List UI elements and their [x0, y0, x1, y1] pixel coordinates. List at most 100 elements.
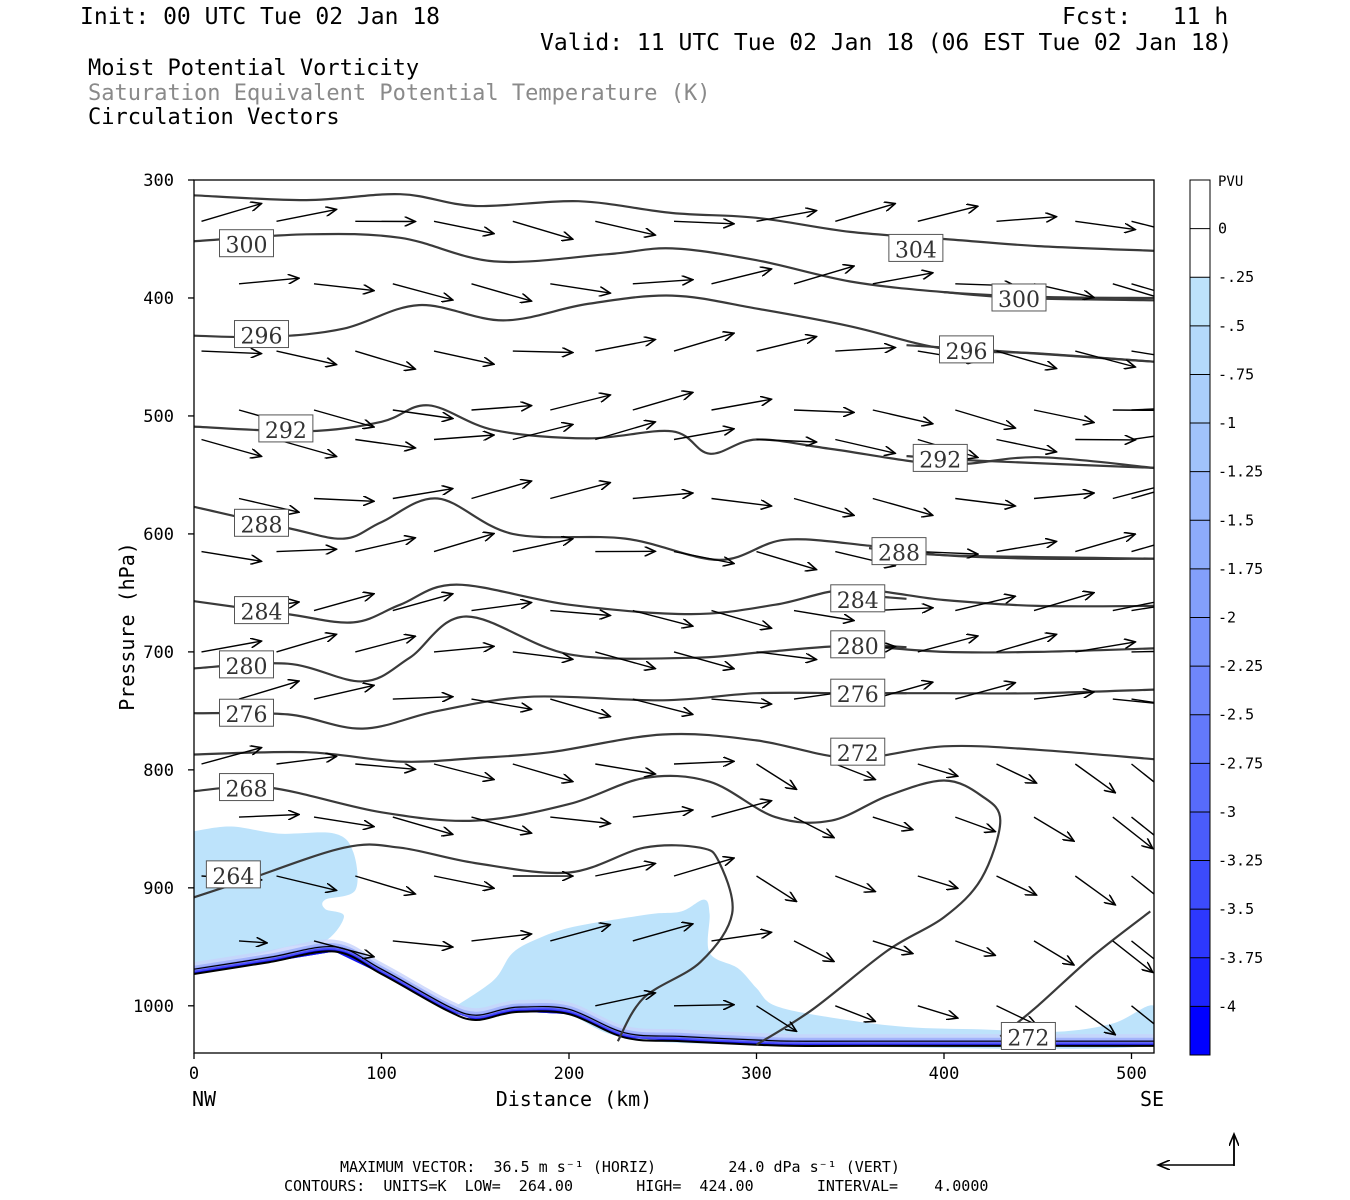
circulation-vector: [1112, 940, 1153, 973]
circulation-vector: [1131, 491, 1154, 500]
contour-label-272: 272: [830, 737, 886, 767]
circulation-vector: [313, 685, 374, 700]
y-tick-label: 500: [143, 407, 174, 427]
colorbar-swatch: [1190, 520, 1210, 570]
circulation-vector: [550, 816, 610, 823]
circulation-vector: [756, 211, 817, 222]
circulation-vector: [1075, 220, 1135, 229]
colorbar-label: -3.25: [1218, 852, 1263, 870]
circulation-vector: [1074, 1005, 1115, 1035]
circulation-vector: [835, 875, 875, 892]
circulation-vector: [1131, 350, 1154, 356]
colorbar-swatch: [1190, 325, 1210, 375]
x-axis-label: Distance (km): [496, 1087, 653, 1111]
circulation-vector: [793, 816, 834, 838]
contour-label-264: 264: [205, 860, 261, 890]
circulation-vector: [313, 940, 374, 957]
circulation-vector: [632, 810, 693, 818]
circulation-vector: [996, 875, 1037, 895]
circulation-vector: [355, 636, 415, 653]
circulation-vector: [238, 815, 299, 818]
circulation-vector: [673, 550, 734, 564]
circulation-vector: [512, 763, 573, 782]
contour-label-text: 272: [1007, 1026, 1049, 1051]
x-axis-left-end: NW: [192, 1087, 217, 1111]
pv-region-1: [456, 899, 1154, 1049]
circulation-vector: [835, 204, 895, 222]
colorbar-swatch: [1190, 1006, 1210, 1056]
contour-label-292: 292: [258, 414, 314, 444]
circulation-vector: [955, 683, 1015, 700]
circulation-vector: [835, 348, 895, 352]
colorbar-label: -3.5: [1218, 900, 1254, 918]
y-tick-label: 400: [143, 289, 174, 309]
contour-label-text: 284: [837, 589, 879, 614]
theta-contour-284: [194, 583, 1154, 624]
y-tick-label: 300: [143, 171, 174, 191]
circulation-vector: [793, 266, 854, 285]
circulation-vector: [793, 497, 854, 516]
circulation-vector: [996, 350, 1057, 368]
circulation-vector: [1131, 606, 1154, 612]
colorbar-swatch: [1190, 957, 1210, 1007]
circulation-vector: [595, 993, 655, 1007]
circulation-vector: [471, 698, 532, 709]
circulation-vector: [917, 552, 978, 555]
circulation-vector: [1033, 692, 1094, 700]
colorbar-label: -1: [1218, 414, 1236, 432]
colorbar-swatch: [1190, 180, 1210, 230]
circulation-vector: [313, 283, 374, 291]
contour-label-text: 264: [212, 865, 254, 890]
contour-label-text: 300: [998, 288, 1040, 313]
circulation-vector: [471, 816, 532, 833]
circulation-vector: [550, 395, 610, 411]
circulation-vector: [512, 351, 573, 352]
field-title-vectors: Circulation Vectors: [88, 105, 340, 130]
circulation-vector: [1112, 409, 1154, 412]
contour-label-276: 276: [219, 698, 274, 728]
colorbar-label: -1.5: [1218, 511, 1254, 529]
circulation-vector: [313, 594, 374, 612]
colorbar-swatch: [1190, 714, 1210, 764]
circulation-vector: [955, 816, 995, 832]
y-tick-label: 800: [143, 761, 174, 781]
circulation-vector: [1112, 816, 1153, 849]
circulation-vector: [1112, 601, 1154, 612]
circulation-vector: [512, 651, 573, 659]
colorbar-label: -1.25: [1218, 463, 1263, 481]
circulation-vector: [433, 646, 494, 653]
circulation-vector: [512, 220, 573, 239]
circulation-vector: [711, 609, 772, 629]
contour-label-text: 280: [837, 635, 879, 660]
circulation-vector: [550, 611, 610, 616]
circulation-vector: [673, 429, 734, 441]
circulation-vector: [471, 934, 532, 942]
circulation-vector: [673, 761, 734, 764]
circulation-vector: [711, 699, 772, 704]
x-tick-label: 400: [929, 1064, 960, 1084]
contour-label-288: 288: [234, 508, 289, 538]
circulation-vector: [313, 409, 374, 427]
circulation-vector: [512, 425, 573, 441]
circulation-vector: [872, 273, 933, 285]
x-axis-right-end: SE: [1140, 1087, 1164, 1111]
circulation-vector: [955, 497, 1015, 507]
colorbar-swatch: [1190, 471, 1210, 521]
contour-label-text: 280: [226, 655, 268, 680]
circulation-vector: [632, 698, 693, 714]
circulation-vector: [1033, 940, 1074, 965]
contour-label-296: 296: [939, 335, 994, 365]
init-time: Init: 00 UTC Tue 02 Jan 18: [80, 4, 441, 30]
theta-contour-288: [194, 497, 1154, 562]
circulation-vector: [392, 816, 453, 834]
circulation-vector: [550, 698, 610, 717]
circulation-vector: [595, 864, 655, 877]
circulation-vector: [756, 875, 797, 902]
contour-label-text: 304: [895, 238, 937, 263]
footer-max-vector: MAXIMUM VECTOR: 36.5 m s⁻¹ (HORIZ) 24.0 …: [340, 1158, 900, 1176]
circulation-vector: [835, 763, 875, 780]
contour-label-text: 284: [241, 601, 283, 626]
circulation-vector: [355, 350, 415, 369]
contour-label-300: 300: [991, 283, 1047, 313]
